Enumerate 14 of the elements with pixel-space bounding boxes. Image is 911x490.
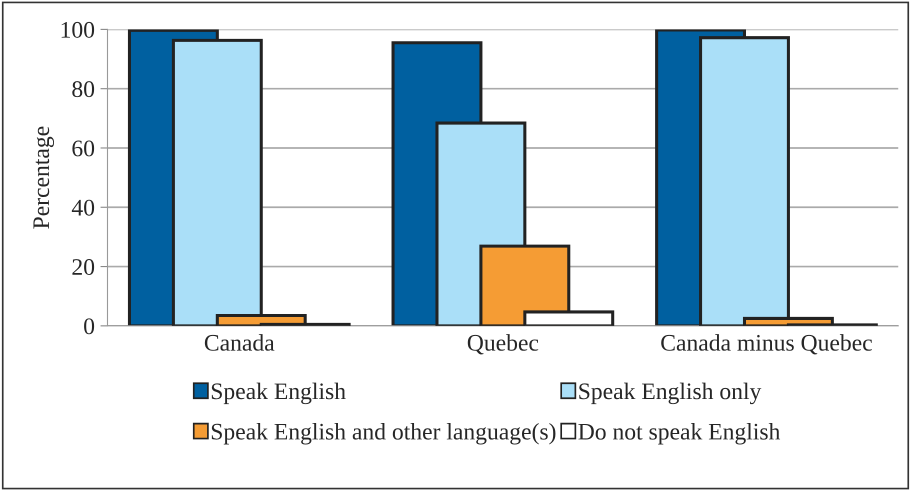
y-tick-label: 0	[84, 318, 94, 334]
y-tick-label: 20	[72, 259, 94, 275]
y-tick-label: 60	[72, 140, 94, 156]
x-tick-label: Canada	[204, 334, 274, 351]
x-tick-label: Canada minus Quebec	[661, 334, 872, 354]
legend-label: Do not speak English	[578, 423, 780, 445]
y-tick-label: 100	[62, 22, 94, 38]
legend-label: Speak English only	[579, 382, 762, 404]
legend-label: Speak English and other language(s)	[212, 423, 556, 445]
y-tick-label: 80	[72, 81, 94, 98]
y-tick-label: 40	[72, 200, 94, 216]
y-axis-title: Percentage	[33, 126, 54, 229]
x-tick-label: Quebec	[468, 334, 538, 354]
legend-label: Speak English	[212, 382, 346, 404]
